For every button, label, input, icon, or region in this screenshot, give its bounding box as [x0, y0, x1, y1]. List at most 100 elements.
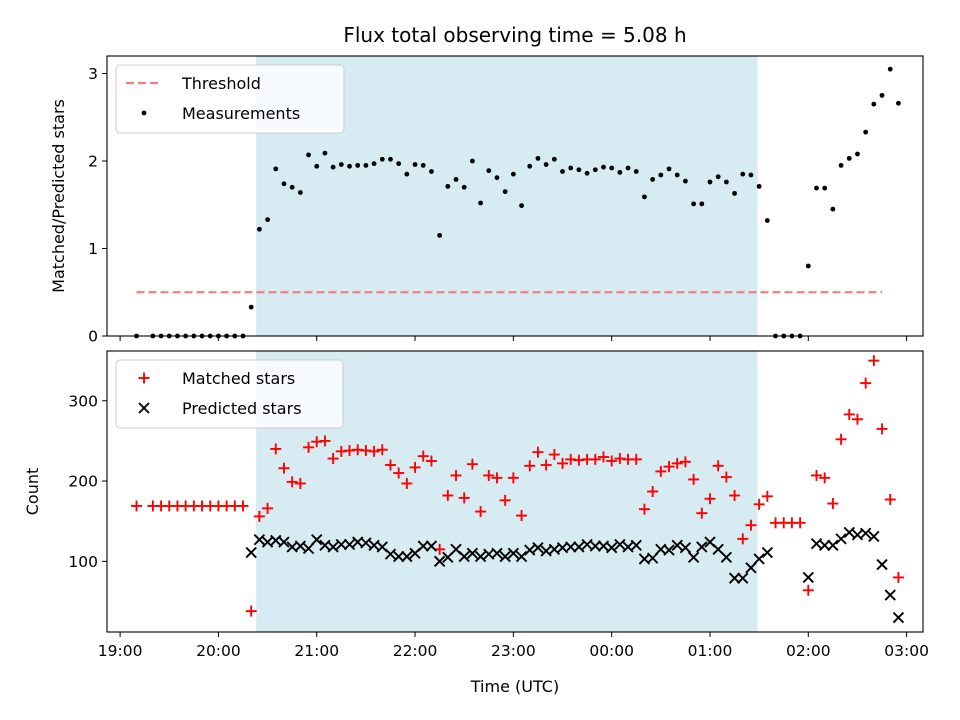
predicted-stars-point: [868, 530, 880, 543]
matched-stars-point: [130, 500, 142, 512]
measurements-point: [560, 169, 565, 174]
measurements-point: [617, 169, 623, 175]
matched-stars-point: [868, 355, 880, 367]
measurements-point: [699, 201, 705, 207]
measurements-point: [756, 183, 762, 189]
measurements-point: [822, 185, 828, 191]
measurements-point: [683, 178, 688, 184]
legend: Threshold Measurements: [115, 64, 345, 134]
matched-stars-point: [884, 494, 896, 506]
measurements-point: [650, 176, 656, 182]
predicted-stars-point: [827, 539, 839, 551]
matched-stars-series: [130, 355, 904, 617]
x-tick-label: 21:00: [294, 642, 339, 660]
measurements-point: [355, 162, 361, 168]
predicted-stars-point: [524, 544, 536, 556]
matched-stars-point: [647, 486, 659, 497]
measurements-point: [732, 190, 737, 196]
predicted-stars-point: [327, 541, 339, 553]
y-tick-label: 3: [88, 65, 98, 83]
measurements-point: [306, 152, 311, 158]
legend-matched-stars-swatch: [138, 372, 150, 384]
y-axis-label: Count: [23, 468, 42, 516]
matched-stars-point: [491, 472, 503, 484]
matched-stars-point: [630, 453, 642, 465]
measurements-point: [396, 161, 402, 167]
predicted-stars-series: [245, 526, 905, 624]
predicted-stars-point: [819, 539, 831, 551]
matched-stars-point: [483, 469, 495, 481]
matched-stars-point: [425, 455, 437, 467]
measurements-point: [527, 163, 533, 169]
predicted-stars-point: [343, 538, 356, 551]
measurements-point: [437, 232, 443, 238]
measurements-point: [609, 165, 615, 171]
measurements-point: [592, 167, 598, 173]
matched-stars-point: [892, 571, 904, 583]
predicted-stars-point: [278, 536, 290, 548]
measurements-point: [879, 92, 885, 98]
measurements-point: [265, 217, 270, 223]
matched-stars-point: [655, 465, 667, 477]
predicted-stars-point: [360, 537, 372, 549]
measurements-point: [338, 162, 344, 167]
matched-stars-point: [745, 519, 757, 531]
predicted-stars-point: [737, 572, 749, 584]
chart-title: Flux total observing time = 5.08 h: [343, 23, 686, 47]
measurements-point: [420, 162, 426, 168]
predicted-stars-point: [859, 527, 872, 539]
predicted-stars-point: [392, 550, 405, 563]
matched-stars-point: [688, 473, 700, 485]
matched-stars-point: [507, 472, 519, 484]
legend-box: [115, 359, 344, 429]
matched-stars-point: [532, 446, 544, 458]
ratio-panel: 0 1 2 3 Matched/Predicted stars Threshold Meas…: [49, 55, 924, 346]
matched-stars-point: [401, 477, 413, 489]
predicted-stars-point: [474, 550, 487, 563]
matched-stars-point: [794, 517, 806, 529]
matched-stars-point: [663, 461, 675, 473]
x-tick-label: 03:00: [884, 642, 929, 660]
matched-stars-point: [671, 457, 683, 469]
predicted-stars-point: [679, 542, 692, 554]
measurements-point: [805, 263, 811, 269]
matched-stars-point: [442, 490, 454, 502]
legend-label: Matched stars: [182, 369, 295, 388]
matched-stars-point: [761, 490, 773, 502]
measurements-point: [887, 66, 893, 72]
x-tick-label: 01:00: [688, 642, 733, 660]
predicted-stars-point: [458, 550, 470, 563]
measurements-point: [519, 203, 524, 209]
measurements-point: [379, 156, 385, 162]
y-tick-label: 2: [88, 153, 98, 171]
matched-stars-point: [294, 477, 306, 489]
measurements-point: [830, 206, 836, 212]
matched-stars-point: [810, 469, 822, 481]
measurements-point: [855, 151, 860, 157]
measurements-point: [535, 155, 541, 161]
measurements-point: [404, 171, 410, 177]
measurements-point: [314, 163, 320, 169]
measurements-point: [674, 172, 680, 178]
measurements-point: [601, 164, 606, 170]
y-tick-label: 300: [68, 392, 98, 410]
predicted-stars-point: [745, 562, 757, 574]
matched-stars-point: [548, 449, 560, 461]
measurements-point: [740, 171, 746, 177]
matched-stars-point: [737, 533, 749, 545]
x-tick-label: 20:00: [196, 642, 241, 660]
matched-stars-point: [729, 490, 741, 502]
measurements-point: [347, 163, 352, 169]
predicted-stars-point: [614, 538, 626, 551]
measurements-point: [248, 304, 254, 310]
matched-stars-point: [319, 435, 331, 447]
plot-frame: [106, 55, 924, 337]
matched-stars-point: [753, 498, 765, 510]
measurements-point: [412, 162, 418, 167]
measurements-point: [297, 190, 303, 195]
predicted-stars-point: [384, 548, 397, 560]
measurements-point: [461, 184, 467, 190]
measurements-point: [723, 179, 729, 185]
matched-stars-point: [597, 451, 609, 463]
